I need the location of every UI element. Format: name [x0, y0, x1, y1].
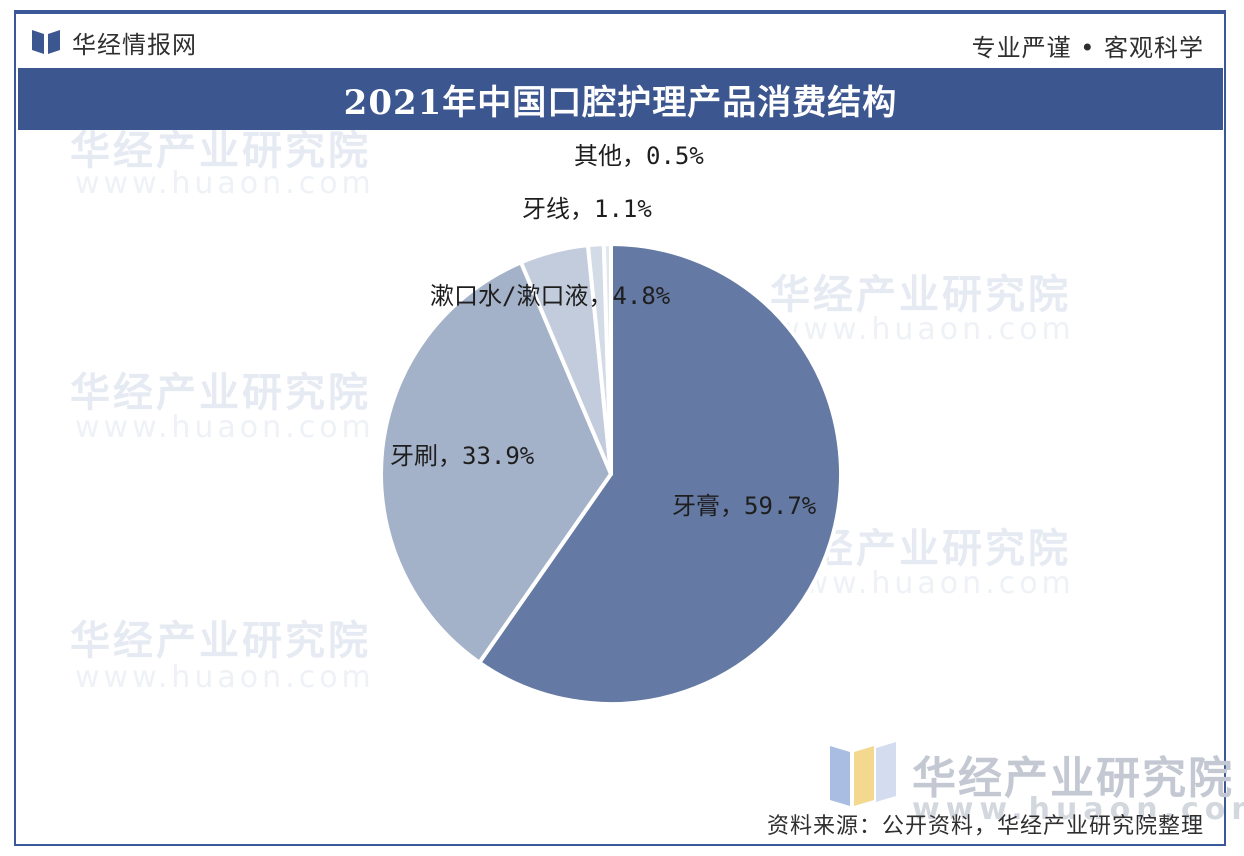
footer-brand: 华经产业研究院 — [912, 753, 1234, 804]
brand-name: 华经情报网 — [72, 30, 197, 59]
source-note: 资料来源：公开资料，华经产业研究院整理 — [766, 814, 1204, 839]
watermark-url: www.huaon.com — [775, 312, 1075, 347]
watermark-text: 华经产业研究院 — [70, 370, 371, 416]
watermark-url: www.huaon.com — [775, 566, 1075, 601]
pie-slice-5 — [601, 241, 613, 476]
watermark-url: www.huaon.com — [75, 166, 375, 201]
watermark-url: www.huaon.com — [75, 410, 375, 445]
pie-slice-1 — [477, 242, 843, 706]
footer-url: www.huaon.com — [912, 792, 1244, 827]
watermark-text: 华经产业研究院 — [770, 272, 1071, 318]
slice-label-2: 牙刷，33.9% — [390, 442, 535, 470]
brand-logo-icon — [32, 30, 60, 54]
brand: 华经情报网 — [30, 22, 197, 62]
frame-top-line — [16, 12, 1224, 14]
slice-label-4: 牙线，1.1% — [522, 195, 652, 223]
slogan: 专业严谨 • 客观科学 — [971, 34, 1204, 62]
watermark-text: 华经产业研究院 — [70, 128, 371, 174]
slice-label-1: 牙膏，59.7% — [672, 492, 817, 520]
pie-slice-2 — [379, 260, 613, 665]
watermark-text: 华经产业研究院 — [70, 618, 371, 664]
slice-label-3: 漱口水/漱口液，4.8% — [430, 282, 671, 310]
slice-label-5: 其他，0.5% — [574, 142, 704, 170]
chart-title: 2021年中国口腔护理产品消费结构 — [343, 82, 898, 123]
footer-logo-icon — [830, 742, 896, 806]
watermark-url: www.huaon.com — [75, 660, 375, 695]
title-bar: 2021年中国口腔护理产品消费结构 — [18, 68, 1223, 130]
